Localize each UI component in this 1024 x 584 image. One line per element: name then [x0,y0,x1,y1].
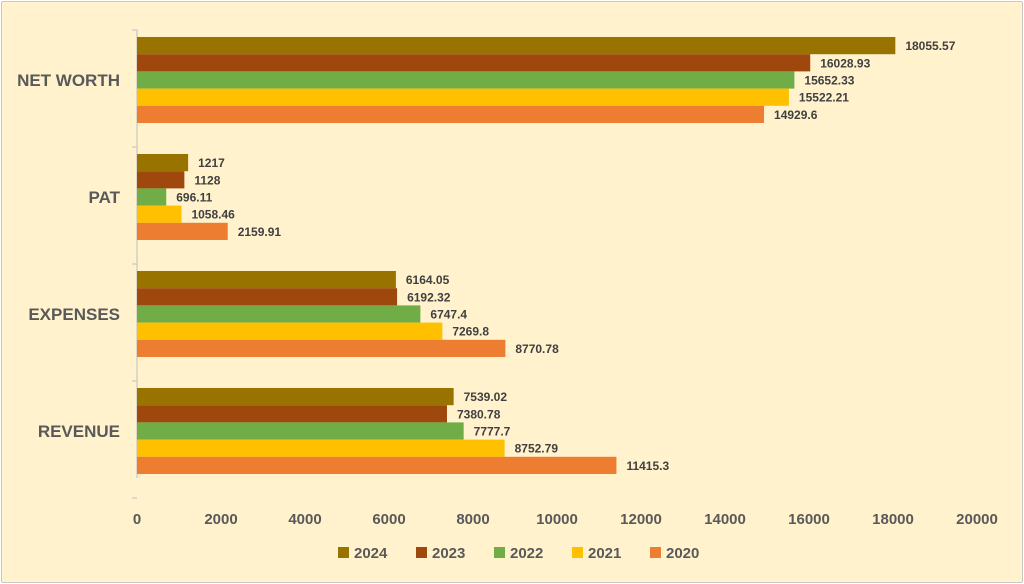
data-label: 18055.57 [905,39,955,53]
data-label: 14929.6 [774,108,818,122]
data-label: 1217 [198,156,225,170]
bar-2020-revenue [137,456,617,474]
data-label: 7539.02 [464,390,508,404]
category-label: PAT [89,188,121,207]
legend-label: 2022 [510,545,543,562]
data-label: 6747.4 [430,308,467,322]
x-tick-label: 10000 [536,511,578,528]
legend-swatch-2020 [650,547,661,558]
bar-2022-net-worth [137,71,795,89]
data-label: 6192.32 [407,290,451,304]
bar-2023-pat [137,171,185,189]
bar-2024-expenses [137,271,396,289]
data-label: 7269.8 [452,325,489,339]
data-label: 16028.93 [820,56,870,70]
category-label: EXPENSES [28,305,120,324]
bar-2023-expenses [137,288,398,306]
data-label: 696.11 [176,191,212,205]
data-label: 7777.7 [474,425,511,439]
data-label: 1128 [194,173,220,187]
data-label: 15652.33 [804,74,854,88]
bar-2023-net-worth [137,54,811,72]
data-label: 1058.46 [191,208,235,222]
x-tick-label: 12000 [620,511,662,528]
bar-2021-expenses [137,322,443,340]
bar-2024-net-worth [137,37,896,55]
x-tick-label: 8000 [456,511,489,528]
category-label: NET WORTH [17,71,120,90]
legend-swatch-2021 [572,547,583,558]
bar-2020-expenses [137,339,506,357]
bar-2023-revenue [137,405,447,423]
bar-2024-pat [137,154,189,172]
legend-swatch-2022 [494,547,505,558]
x-tick-label: 0 [133,511,141,528]
bar-2020-net-worth [137,105,765,123]
bar-2021-pat [137,205,182,223]
data-label: 15522.21 [799,91,849,105]
bar-2022-revenue [137,422,464,440]
data-label: 8752.79 [515,442,559,456]
data-label: 2159.91 [238,225,282,239]
data-label: 6164.05 [406,273,450,287]
bar-2022-expenses [137,305,421,323]
data-label: 7380.78 [457,407,501,421]
x-tick-label: 18000 [872,511,914,528]
x-tick-label: 16000 [788,511,830,528]
category-label: REVENUE [38,422,120,441]
bar-2022-pat [137,188,167,206]
x-tick-label: 20000 [956,511,998,528]
bar-2021-net-worth [137,88,789,106]
data-label: 8770.78 [515,342,559,356]
legend-label: 2020 [666,545,699,562]
legend-swatch-2024 [338,547,349,558]
data-label: 11415.3 [626,459,669,473]
bar-2021-revenue [137,439,505,457]
legend-label: 2024 [354,545,388,562]
legend-swatch-2023 [416,547,427,558]
x-tick-label: 2000 [204,511,237,528]
x-tick-label: 6000 [372,511,405,528]
bar-2020-pat [137,222,228,240]
bar-2024-revenue [137,388,454,406]
legend-label: 2023 [432,545,465,562]
x-tick-label: 14000 [704,511,746,528]
x-tick-label: 4000 [288,511,321,528]
legend-label: 2021 [588,545,621,562]
